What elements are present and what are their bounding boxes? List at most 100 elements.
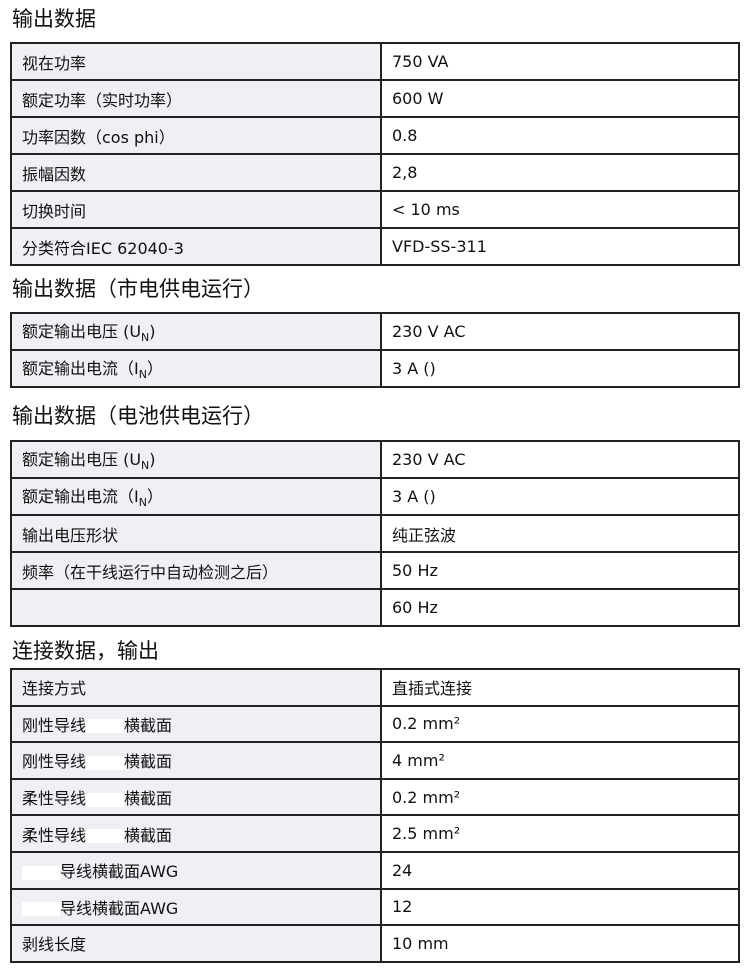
spec-value: VFD-SS-311 — [380, 227, 740, 266]
redaction-mask — [86, 719, 125, 734]
label-text: 切换时间 — [22, 201, 87, 221]
spec-table: 额定输出电压 (UN) 230 V AC 额定输出电流（IN） 3 A () 输出电压形… — [10, 440, 740, 627]
spec-label: 额定输出电流（IN） — [10, 349, 382, 388]
label-text: 视在功率 — [22, 53, 87, 73]
table-row: 导线横截面AWG 12 — [10, 887, 740, 927]
label-text: 连接方式 — [22, 679, 87, 699]
redaction-mask — [22, 865, 60, 880]
spec-value: 24 — [380, 850, 740, 890]
table-row: 刚性导线 横截面 0.2 mm² — [10, 704, 740, 744]
table-row: 频率（在干线运行中自动检测之后） 50 Hz — [10, 551, 740, 590]
label-suffix: ) — [149, 450, 156, 470]
table-row: 60 Hz — [10, 588, 740, 627]
spec-value: 0.2 mm² — [380, 704, 740, 744]
spec-label: 导线横截面AWG — [10, 850, 382, 890]
table-row: 额定输出电流（IN） 3 A () — [10, 349, 740, 388]
table-row: 连接方式 直插式连接 — [10, 668, 740, 707]
section-title: 输出数据（电池供电运行） — [12, 404, 264, 428]
redaction-mask — [86, 792, 125, 807]
spec-value: 4 mm² — [380, 741, 740, 780]
table-row: 导线横截面AWG 24 — [10, 850, 740, 890]
spec-label: 输出电压形状 — [10, 514, 382, 553]
spec-value: 3 A () — [380, 477, 740, 516]
spec-label: 柔性导线 横截面 — [10, 777, 382, 817]
spec-label: 功率因数（cos phi） — [10, 116, 382, 155]
spec-value: 纯正弦波 — [380, 514, 740, 553]
spec-value: 直插式连接 — [380, 668, 740, 707]
label-text: 刚性导线 — [22, 715, 87, 735]
subscript: N — [138, 368, 147, 382]
label-text: 额定功率（实时功率） — [22, 90, 183, 110]
label-text: 振幅因数 — [22, 164, 87, 184]
label-text: 剥线长度 — [22, 935, 87, 955]
spec-label: 分类符合IEC 62040-3 — [10, 227, 382, 266]
label-suffix: 导线横截面AWG — [60, 862, 179, 882]
label-text: 分类符合IEC 62040-3 — [22, 238, 184, 258]
label-text: 额定输出电流（I — [22, 487, 139, 507]
table-row: 额定输出电压 (UN) 230 V AC — [10, 312, 740, 351]
table-row: 柔性导线 横截面 0.2 mm² — [10, 777, 740, 817]
spec-value: 0.8 — [380, 116, 740, 155]
table-row: 额定功率（实时功率） 600 W — [10, 79, 740, 118]
spec-table: 连接方式 直插式连接 刚性导线 横截面 0.2 mm² 刚性导线 横截面 4 mm² 柔性导线横… — [10, 668, 740, 963]
spec-value: 2,8 — [380, 153, 740, 192]
spec-value: 230 V AC — [380, 312, 740, 351]
spec-value: 60 Hz — [380, 588, 740, 627]
spec-value: 750 VA — [380, 42, 740, 81]
section-title: 连接数据，输出 — [12, 639, 159, 663]
spec-value: 50 Hz — [380, 551, 740, 590]
spec-label: 额定输出电流（IN） — [10, 477, 382, 516]
spec-label: 剥线长度 — [10, 924, 382, 963]
spec-label: 振幅因数 — [10, 153, 382, 192]
table-row: 柔性导线 横截面 2.5 mm² — [10, 814, 740, 853]
subscript: N — [141, 331, 150, 345]
spec-value: 10 mm — [380, 924, 740, 963]
spec-label: 额定输出电压 (UN) — [10, 440, 382, 479]
spec-value: < 10 ms — [380, 190, 740, 229]
table-row: 切换时间 < 10 ms — [10, 190, 740, 229]
table-row: 额定输出电压 (UN) 230 V AC — [10, 440, 740, 479]
table-row: 剥线长度 10 mm — [10, 924, 740, 963]
table-row: 输出电压形状 纯正弦波 — [10, 514, 740, 553]
subscript: N — [141, 459, 150, 473]
label-text: 额定输出电流（I — [22, 359, 139, 379]
spec-label: 导线横截面AWG — [10, 887, 382, 927]
redaction-mask — [86, 829, 125, 844]
spec-value: 600 W — [380, 79, 740, 118]
redaction-mask — [86, 755, 125, 770]
spec-value: 230 V AC — [380, 440, 740, 479]
section-title: 输出数据 — [12, 7, 96, 31]
label-suffix: 导线横截面AWG — [60, 898, 179, 918]
table-row: 振幅因数 2,8 — [10, 153, 740, 192]
table-row: 功率因数（cos phi） 0.8 — [10, 116, 740, 155]
label-suffix: 横截面 — [124, 715, 173, 735]
spec-value: 12 — [380, 887, 740, 927]
label-suffix: ） — [146, 487, 163, 507]
label-suffix: ) — [149, 322, 156, 342]
section-title: 输出数据（市电供电运行） — [12, 277, 264, 301]
label-text: 输出电压形状 — [22, 525, 119, 545]
spec-table: 额定输出电压 (UN) 230 V AC 额定输出电流（IN） 3 A () — [10, 312, 740, 388]
label-suffix: ） — [146, 359, 163, 379]
table-row: 分类符合IEC 62040-3 VFD-SS-311 — [10, 227, 740, 266]
spec-label: 额定功率（实时功率） — [10, 79, 382, 118]
label-text: 柔性导线 — [22, 789, 87, 809]
spec-label: 刚性导线 横截面 — [10, 741, 382, 780]
spec-label — [10, 588, 382, 627]
spec-label: 连接方式 — [10, 668, 382, 707]
spec-table: 视在功率 750 VA 额定功率（实时功率） 600 W 功率因数（cos phi） 0.… — [10, 42, 740, 266]
label-text: 柔性导线 — [22, 825, 87, 845]
table-row: 视在功率 750 VA — [10, 42, 740, 81]
label-text: 刚性导线 — [22, 752, 87, 772]
spec-value: 3 A () — [380, 349, 740, 388]
spec-label: 频率（在干线运行中自动检测之后） — [10, 551, 382, 590]
label-suffix: 横截面 — [124, 752, 173, 772]
subscript: N — [138, 496, 147, 510]
spec-label: 额定输出电压 (UN) — [10, 312, 382, 351]
label-suffix: 横截面 — [124, 789, 173, 809]
table-row: 刚性导线 横截面 4 mm² — [10, 741, 740, 780]
spec-value: 2.5 mm² — [380, 814, 740, 853]
label-text: 额定输出电压 (U — [22, 450, 142, 470]
label-suffix: 横截面 — [124, 825, 173, 845]
spec-value: 0.2 mm² — [380, 777, 740, 817]
